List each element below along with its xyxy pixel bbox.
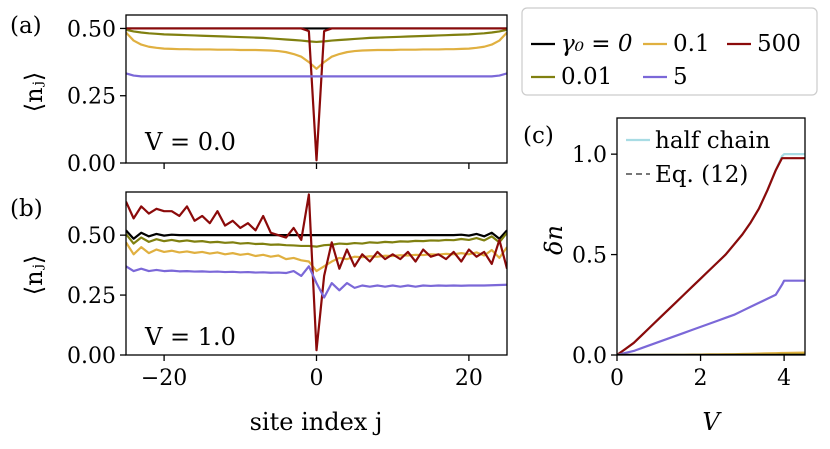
panel-c: (c) δn 0.0 0.5 1.0 0 2 4 V half chain Eq. (1… — [523, 117, 806, 436]
panel-c-xtick-label: 0 — [610, 366, 624, 391]
panel-c-series — [617, 153, 805, 355]
panel-b-yticks: 0.00 0.25 0.50 — [67, 224, 126, 369]
panel-b-xtick-label: 0 — [310, 366, 324, 391]
panel-c-xtick-label: 4 — [777, 366, 791, 391]
panel-c-ylabel: δn — [540, 225, 568, 255]
panel-b-series-0.01 — [126, 232, 507, 248]
panel-c-frame — [616, 117, 806, 356]
panel-b-xtick-label: 20 — [455, 366, 483, 391]
panel-c-legend-label-eq12: Eq. (12) — [655, 162, 748, 188]
legend-label-0.01: 0.01 — [561, 64, 612, 90]
panel-a-series-0.01 — [126, 28, 507, 44]
panel-c-legend-label-half-chain: half chain — [655, 128, 770, 154]
panel-a: (a) ⟨nⱼ⟩ 0.00 0.25 0.50 V = 0.0 — [10, 13, 508, 177]
panel-a-annotation: V = 0.0 — [144, 128, 236, 156]
panel-c-xlabel: V — [702, 408, 722, 436]
panel-c-ytick-label: 0.0 — [572, 344, 607, 369]
panel-a-series-5 — [126, 72, 507, 78]
panel-b-xtick-label: −20 — [141, 366, 187, 391]
panel-a-ylabel: ⟨nⱼ⟩ — [20, 72, 48, 113]
panel-b-series-0.1 — [126, 241, 507, 273]
legend-label-500: 500 — [757, 31, 801, 57]
panel-b-tag: (b) — [10, 196, 43, 222]
panel-a-yticks: 0.00 0.25 0.50 — [67, 17, 126, 177]
panel-c-series-5 — [617, 279, 805, 355]
panel-b-series-500 — [126, 193, 507, 352]
panel-b-series-5 — [126, 265, 507, 299]
panel-c-tag: (c) — [523, 123, 554, 149]
panel-b-annotation: V = 1.0 — [144, 323, 236, 351]
main-legend: γ₀ = 0 0.1 500 0.01 5 — [521, 7, 818, 96]
panel-a-ytick-label: 0.25 — [67, 85, 116, 110]
panel-a-ytick-label: 0.00 — [67, 152, 116, 177]
legend-label-0.1: 0.1 — [673, 31, 710, 57]
main-legend-box — [521, 7, 818, 96]
panel-b-ylabel: ⟨nⱼ⟩ — [20, 255, 48, 296]
panel-a-frame — [125, 14, 508, 164]
panel-b-ytick-label: 0.50 — [67, 224, 116, 249]
panel-a-ytick-label: 0.50 — [67, 17, 116, 42]
panel-a-xticks — [163, 163, 470, 169]
panel-a-series-0.1 — [126, 31, 507, 70]
panel-b-series — [126, 193, 507, 352]
panel-c-yticks: 0.0 0.5 1.0 — [572, 143, 617, 369]
panel-c-ytick-label: 0.5 — [572, 244, 607, 269]
panel-a-series — [126, 27, 507, 162]
legend-label-5: 5 — [673, 64, 688, 90]
panel-a-tag: (a) — [10, 13, 42, 39]
panel-b-series--0 — [126, 229, 507, 240]
panel-b-ytick-label: 0.00 — [67, 344, 116, 369]
panel-c-series-500 — [617, 157, 805, 355]
panel-b-ytick-label: 0.25 — [67, 284, 116, 309]
panel-c-ytick-label: 1.0 — [572, 143, 607, 168]
panel-c-xticks: 0 2 4 — [610, 355, 791, 391]
panel-b-frame — [125, 191, 508, 356]
panel-c-legend: half chain Eq. (12) — [626, 128, 770, 188]
panel-b: (b) ⟨nⱼ⟩ 0.00 0.25 0.50 −20 0 20 V = 1.0 sit… — [10, 191, 508, 436]
panel-a-series-500 — [126, 27, 507, 162]
panel-b-xticks: −20 0 20 — [141, 355, 483, 391]
panel-c-xtick-label: 2 — [694, 366, 708, 391]
panel-b-xlabel: site index j — [250, 408, 383, 436]
legend-label-gamma0: γ₀ = 0 — [561, 31, 633, 57]
